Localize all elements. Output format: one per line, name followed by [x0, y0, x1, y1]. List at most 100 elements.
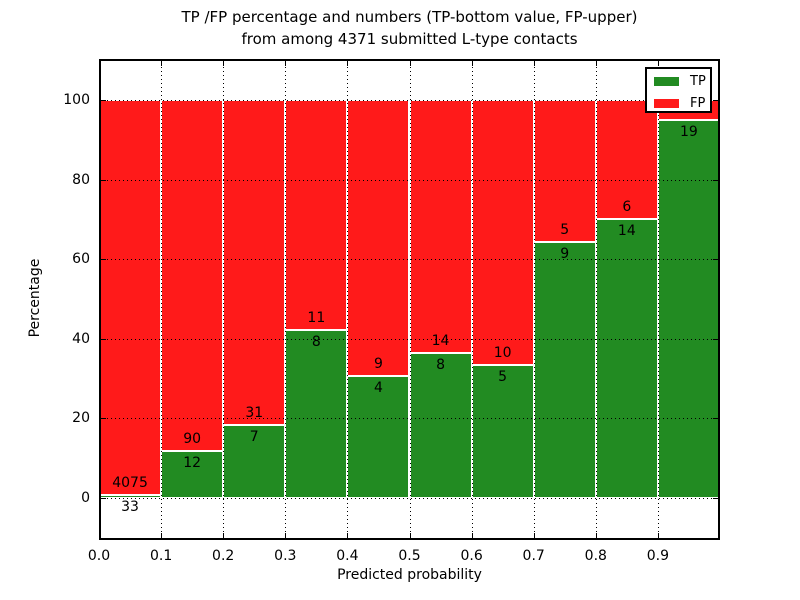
x-tick-mark	[223, 533, 225, 538]
x-tick-mark	[285, 61, 287, 66]
bar-segment-fp	[595, 100, 658, 220]
tp-count-label: 4	[373, 379, 383, 396]
fp-count-label: 14	[431, 333, 450, 350]
x-tick-mark	[471, 61, 473, 66]
chart-title: TP /FP percentage and numbers (TP-bottom…	[99, 6, 720, 50]
x-tick-label: 0.1	[149, 548, 173, 564]
x-tick-mark	[161, 533, 163, 538]
x-gridline	[223, 59, 225, 540]
legend-entry: TP	[647, 72, 710, 91]
y-gridline	[99, 259, 720, 261]
x-tick-mark	[409, 533, 411, 538]
y-tick-mark	[101, 259, 106, 261]
y-tick-mark	[101, 179, 106, 181]
y-tick-mark	[101, 338, 106, 340]
bar-segment-tp	[347, 375, 410, 498]
fp-swatch-icon	[654, 99, 679, 108]
tp-count-label: 19	[680, 123, 698, 140]
fp-count-label: 9	[373, 355, 383, 372]
x-tick-label: 0.0	[87, 548, 111, 564]
x-tick-label: 0.9	[646, 548, 670, 564]
x-tick-label: 0.3	[274, 548, 297, 564]
x-gridline	[533, 59, 535, 540]
fp-count-label: 10	[493, 345, 512, 362]
x-axis-title: Predicted probability	[337, 567, 482, 583]
x-gridline	[161, 59, 163, 540]
plot-area: 4075 33 90 12 31 7 11 8 9 4 14 8 10 5 5 9 6 14 19	[99, 59, 720, 540]
x-tick-mark	[347, 61, 349, 66]
x-gridline	[595, 59, 597, 540]
bar-segment-fp	[223, 100, 286, 425]
x-tick-label: 0.8	[584, 548, 607, 564]
x-tick-mark	[595, 533, 597, 538]
y-tick-mark	[713, 259, 718, 261]
y-gridline	[99, 100, 720, 101]
y-tick-mark	[101, 418, 106, 420]
bar-segment-tp	[471, 365, 534, 498]
bar-segment-fp	[285, 100, 348, 331]
y-gridline	[99, 418, 720, 420]
y-gridline	[99, 498, 720, 499]
y-tick-label: 0	[81, 490, 90, 506]
y-tick-label: 40	[72, 330, 90, 347]
fp-count-label: 6	[622, 199, 632, 216]
legend: TP FP	[645, 67, 712, 113]
tp-count-label: 8	[436, 357, 446, 374]
tp-count-label: 9	[560, 246, 570, 263]
x-tick-label: 0.6	[460, 548, 483, 564]
bar-segment-tp	[533, 242, 596, 498]
x-tick-mark	[99, 533, 100, 538]
fp-count-label: 5	[560, 222, 570, 239]
bar-segment-tp	[595, 219, 658, 498]
tp-count-label: 5	[498, 369, 508, 386]
x-tick-mark	[595, 61, 597, 66]
bar-segment-tp	[409, 353, 472, 498]
x-gridline	[471, 59, 473, 540]
bar-segment-fp	[471, 100, 534, 366]
bar-segment-fp	[99, 100, 162, 495]
y-tick-mark	[713, 498, 718, 499]
x-tick-mark	[223, 61, 225, 66]
y-axis-title: Percentage	[27, 258, 43, 338]
x-tick-mark	[471, 533, 473, 538]
x-tick-label: 0.2	[212, 548, 235, 564]
y-tick-label: 60	[72, 251, 90, 268]
x-tick-label: 0.7	[522, 548, 545, 564]
x-tick-mark	[657, 61, 659, 66]
y-tick-mark	[713, 418, 718, 420]
tp-count-label: 12	[183, 455, 202, 472]
y-tick-mark	[713, 179, 718, 181]
y-tick-label: 100	[63, 92, 90, 108]
fp-count-label: 4075	[112, 474, 148, 491]
y-tick-mark	[713, 338, 718, 340]
y-gridline	[99, 179, 720, 181]
fp-count-label: 90	[183, 431, 202, 448]
y-tick-mark	[101, 498, 106, 499]
y-tick-label: 80	[72, 171, 90, 188]
x-tick-label: 0.5	[398, 548, 421, 564]
x-tick-mark	[657, 533, 659, 538]
tp-count-label: 7	[249, 428, 259, 445]
x-tick-mark	[161, 61, 163, 66]
x-tick-mark	[285, 533, 287, 538]
bar-segment-fp	[161, 100, 224, 452]
chart-title-line1: TP /FP percentage and numbers (TP-bottom…	[181, 8, 638, 26]
fp-count-label: 11	[307, 310, 326, 327]
x-tick-mark	[409, 61, 411, 66]
fp-count-label: 31	[245, 404, 264, 421]
y-tick-mark	[101, 100, 106, 101]
x-tick-mark	[99, 61, 100, 66]
chart-title-line2: from among 4371 submitted L-type contact…	[241, 30, 578, 48]
bar-segment-tp	[657, 119, 720, 498]
x-gridline	[285, 59, 287, 540]
y-gridline	[99, 338, 720, 340]
y-tick-label: 20	[72, 410, 90, 427]
x-gridline	[347, 59, 349, 540]
x-tick-mark	[533, 61, 535, 66]
bar-segment-fp	[347, 100, 410, 376]
tp-count-label: 8	[311, 334, 321, 351]
bar-segment-tp	[285, 330, 348, 498]
x-tick-mark	[533, 533, 535, 538]
tp-count-label: 33	[121, 498, 139, 515]
